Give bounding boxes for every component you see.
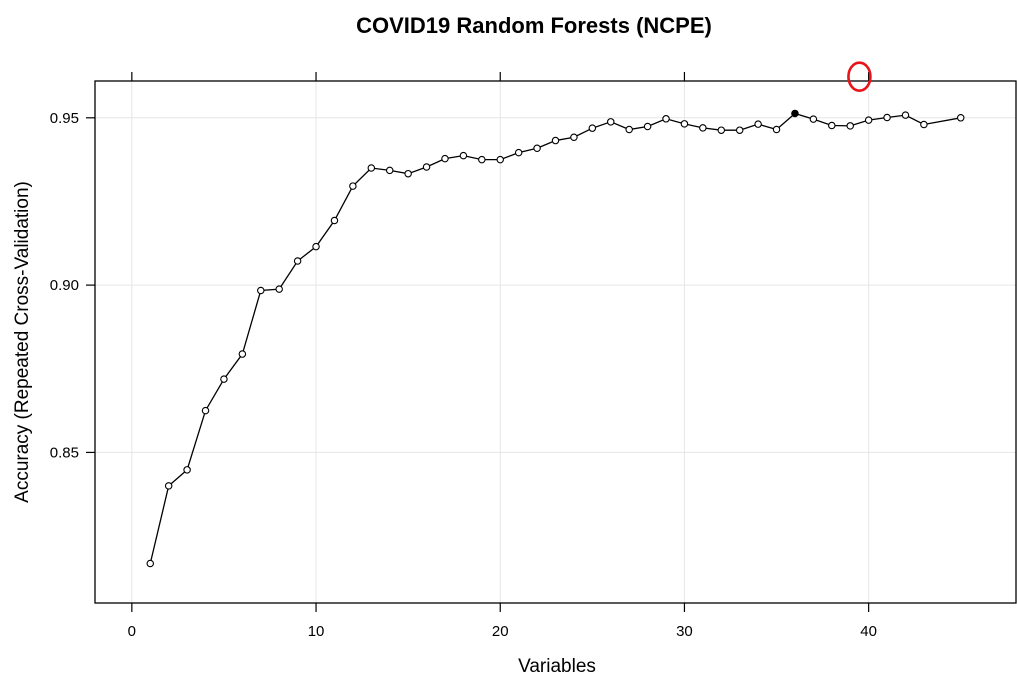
data-point (571, 134, 577, 140)
data-point (165, 483, 171, 489)
data-point (442, 155, 448, 161)
data-point (460, 152, 466, 158)
data-point (737, 127, 743, 133)
data-point (773, 126, 779, 132)
y-tick-label: 0.90 (50, 277, 79, 294)
data-point (644, 123, 650, 129)
point-layer (147, 110, 964, 566)
x-tick-label: 10 (308, 623, 325, 640)
data-point (608, 119, 614, 125)
line-layer (150, 113, 960, 563)
data-point (221, 376, 227, 382)
data-point (387, 167, 393, 173)
data-point (497, 156, 503, 162)
data-point (884, 114, 890, 120)
data-point (147, 560, 153, 566)
chart-title: COVID19 Random Forests (NCPE) (356, 13, 712, 38)
y-tick-label: 0.85 (50, 444, 79, 461)
series-line (150, 113, 960, 563)
data-point (405, 170, 411, 176)
data-point (552, 137, 558, 143)
x-tick-label: 40 (860, 623, 877, 640)
data-point (202, 407, 208, 413)
data-point (921, 121, 927, 127)
x-axis-label: Variables (518, 656, 596, 677)
data-point (589, 125, 595, 131)
data-point (350, 183, 356, 189)
data-point (958, 115, 964, 121)
x-tick-label: 20 (492, 623, 509, 640)
y-tick-label: 0.95 (50, 110, 79, 127)
data-point (515, 149, 521, 155)
data-point (718, 127, 724, 133)
data-point (700, 125, 706, 131)
data-point (239, 351, 245, 357)
highlight-point (792, 110, 798, 116)
data-point (423, 164, 429, 170)
data-point (313, 243, 319, 249)
data-point (626, 126, 632, 132)
grid-layer (95, 81, 1016, 603)
data-point (865, 117, 871, 123)
data-point (294, 258, 300, 264)
data-point (479, 156, 485, 162)
data-point (276, 286, 282, 292)
data-point (331, 217, 337, 223)
annotation-layer (848, 63, 870, 91)
plot-frame (95, 81, 1016, 603)
data-point (755, 121, 761, 127)
data-point (681, 121, 687, 127)
annotation-ellipse (848, 63, 870, 91)
data-point (663, 116, 669, 122)
y-axis-label: Accuracy (Repeated Cross-Validation) (12, 181, 33, 503)
data-point (902, 112, 908, 118)
data-point (810, 116, 816, 122)
x-tick-label: 0 (128, 623, 136, 640)
data-point (258, 287, 264, 293)
data-point (534, 145, 540, 151)
x-tick-label: 30 (676, 623, 693, 640)
data-point (184, 467, 190, 473)
data-point (847, 123, 853, 129)
data-point (829, 122, 835, 128)
data-point (368, 165, 374, 171)
